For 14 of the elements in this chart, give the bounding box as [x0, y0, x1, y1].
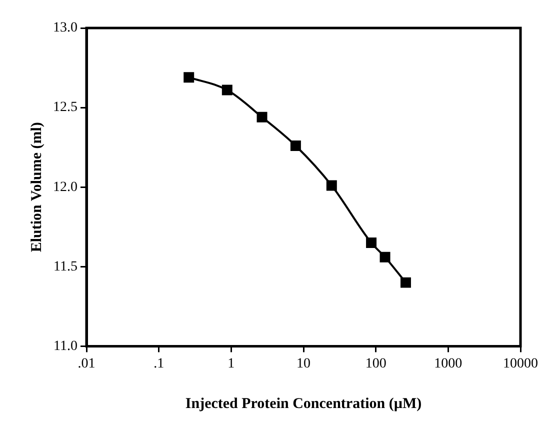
- x-tick-label: 100: [365, 356, 386, 372]
- y-axis-title: Elution Volume (ml): [28, 122, 45, 252]
- y-tick-label: 12.0: [53, 180, 78, 195]
- x-axis-title: Injected Protein Concentration (µM): [185, 396, 422, 412]
- x-tick-label: 10000: [503, 356, 538, 372]
- y-tick-label: 12.5: [53, 100, 78, 116]
- x-tick-label: .1: [154, 356, 164, 372]
- x-tick-label: 1: [228, 356, 235, 372]
- x-tick-label: .01: [78, 356, 96, 372]
- x-tick-label: 10: [296, 356, 310, 372]
- y-tick-label: 11.0: [54, 338, 78, 354]
- y-tick-label: 13.0: [53, 20, 78, 36]
- y-tick-label: 11.5: [54, 259, 78, 274]
- x-tick-label: 1000: [434, 356, 462, 372]
